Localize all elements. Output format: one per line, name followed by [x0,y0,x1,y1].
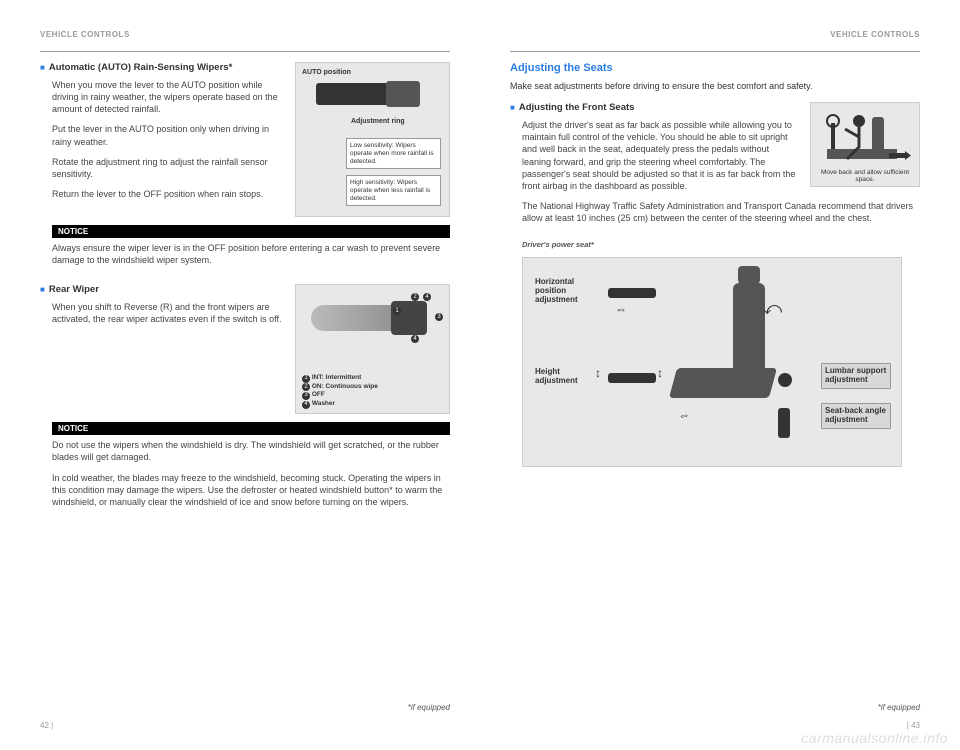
notice-text: Always ensure the wiper lever is in the … [52,242,450,266]
section-rear-wiper: ■Rear Wiper When you shift to Reverse (R… [40,284,450,414]
p: Return the lever to the OFF position whe… [52,188,285,200]
notice-badge: NOTICE [52,225,450,238]
equipped-note: *if equipped [408,703,450,712]
seat-person-icon [817,109,915,167]
subhead-front-seats: ■Adjusting the Front Seats [510,102,800,113]
divider [40,51,450,52]
page-number: | 43 [907,721,920,730]
notice-badge: NOTICE [52,422,450,435]
fig-caption: Driver's power seat* [522,240,920,249]
section-title: Adjusting the Seats [510,62,920,74]
page-number: 42 | [40,721,53,730]
p: Adjust the driver's seat as far back as … [522,119,800,192]
figure-seat-position: Move back and allow sufficient space. [810,102,920,187]
p: Put the lever in the AUTO position only … [52,123,285,147]
figure-rear-wiper: 2 4 1 3 4 1 INT: Intermittent 2 ON: Cont… [295,284,450,414]
section-front-seats: ■Adjusting the Front Seats Adjust the dr… [510,102,920,200]
figure-power-seat: Horizontal position adjustment Height ad… [522,257,902,467]
intro: Make seat adjustments before driving to … [510,80,920,92]
page-left: VEHICLE CONTROLS ■Automatic (AUTO) Rain-… [0,0,480,750]
p: The National Highway Traffic Safety Admi… [522,200,920,224]
notice-text: Do not use the wipers when the windshiel… [52,439,450,463]
p: When you shift to Reverse (R) and the fr… [52,301,285,325]
divider [510,51,920,52]
p: When you move the lever to the AUTO posi… [52,79,285,115]
notice-text: In cold weather, the blades may freeze t… [52,472,450,508]
header-left: VEHICLE CONTROLS [40,30,450,39]
section-auto-wipers: ■Automatic (AUTO) Rain-Sensing Wipers* W… [40,62,450,217]
header-right: VEHICLE CONTROLS [510,30,920,39]
subhead-auto: ■Automatic (AUTO) Rain-Sensing Wipers* [40,62,285,73]
subhead-rear: ■Rear Wiper [40,284,285,295]
p: Rotate the adjustment ring to adjust the… [52,156,285,180]
watermark: carmanualsonline.info [801,730,948,746]
figure-wiper-lever: AUTO position Adjustment ring Low sensit… [295,62,450,217]
page-right: VEHICLE CONTROLS Adjusting the Seats Mak… [480,0,960,750]
equipped-note: *if equipped [878,703,920,712]
